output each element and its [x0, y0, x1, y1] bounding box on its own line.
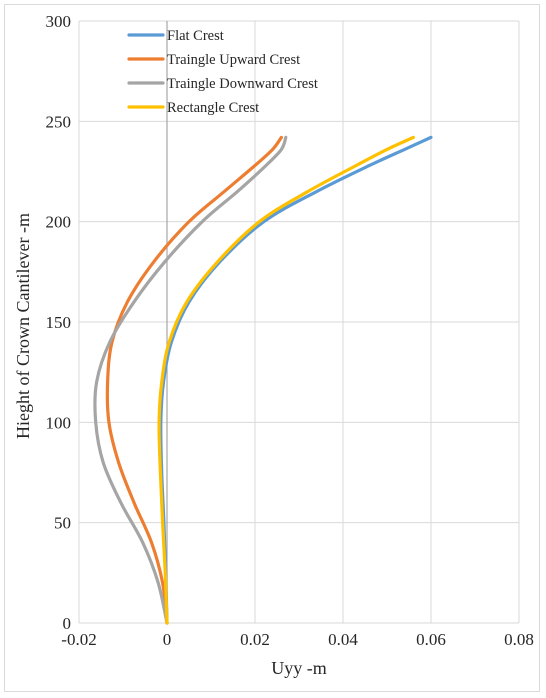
legend-label-traingle-downward-crest: Traingle Downward Crest	[167, 76, 318, 92]
legend: Flat Crest Traingle Upward Crest Traingle …	[127, 28, 318, 116]
y-axis-title: Hieght of Crown Cantilever -m	[13, 213, 33, 439]
gridlines	[78, 20, 520, 624]
x-tick-label: 0.06	[416, 630, 446, 649]
legend-label-flat-crest: Flat Crest	[167, 28, 224, 44]
y-tick-label: 300	[46, 12, 72, 31]
x-tick-label: 0	[163, 630, 172, 649]
series-line-traingle-downward-crest	[93, 135, 288, 625]
y-tick-label: 100	[46, 413, 72, 432]
x-tick-label: 0.02	[240, 630, 270, 649]
chart-frame: 0 50 100 150 200 250 300 -0.02 0 0.02 0.04 0.06 0.08…	[4, 4, 540, 692]
x-tick-label: 0.04	[328, 630, 358, 649]
legend-label-traingle-upward-crest: Traingle Upward Crest	[167, 52, 300, 68]
series-line-rectangle-crest	[157, 135, 415, 625]
series-line-traingle-upward-crest	[105, 135, 283, 625]
y-tick-label: 250	[46, 112, 72, 131]
y-tick-label: 150	[46, 313, 72, 332]
series-lines	[93, 135, 433, 625]
x-tick-label: 0.08	[504, 630, 534, 649]
y-tick-label: 200	[46, 213, 72, 232]
y-tick-label: 50	[54, 514, 71, 533]
y-tick-label: 0	[63, 614, 72, 633]
x-axis-title: Uyy -m	[271, 658, 327, 678]
x-tick-label: -0.02	[61, 630, 96, 649]
legend-label-rectangle-crest: Rectangle Crest	[167, 100, 259, 116]
